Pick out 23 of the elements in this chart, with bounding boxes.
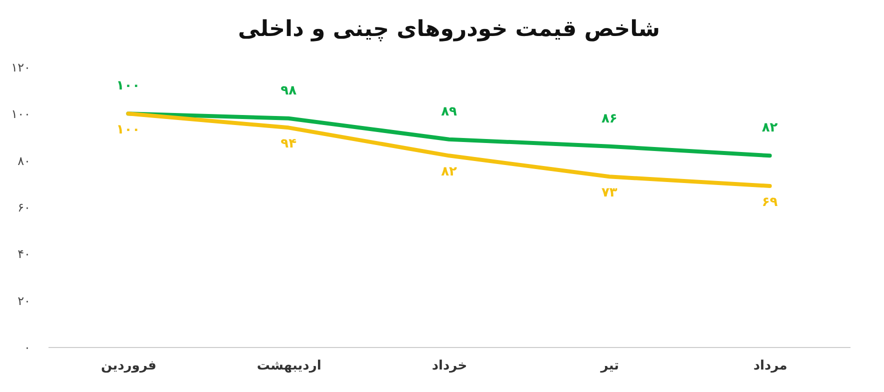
y-tick-label: ۱۰۰ xyxy=(11,107,30,122)
data-label: ۸۲ xyxy=(441,164,457,180)
y-tick-label: ۸۰ xyxy=(18,154,30,168)
y-tick-label: ۲۰ xyxy=(18,294,30,308)
x-tick-label: فروردین xyxy=(100,358,156,374)
data-label: ۹۴ xyxy=(280,136,297,152)
data-label: ۷۳ xyxy=(601,186,618,201)
data-label: ۸۲ xyxy=(762,120,778,136)
x-tick-label: خرداد xyxy=(432,358,468,374)
x-tick-label: مرداد xyxy=(753,358,788,374)
y-tick-label: ۰ xyxy=(24,340,30,354)
x-tick-label: تیر xyxy=(600,358,620,374)
data-label: ۶۹ xyxy=(762,195,778,210)
x-tick-label: اردیبهشت xyxy=(256,358,322,374)
data-label: ۸۹ xyxy=(441,104,457,120)
y-tick-label: ۱۲۰ xyxy=(11,60,30,74)
y-tick-label: ۴۰ xyxy=(18,247,30,262)
data-label: ۱۰۰ xyxy=(116,78,140,94)
data-label: ۹۸ xyxy=(280,83,297,98)
y-tick-label: ۶۰ xyxy=(18,200,30,214)
data-label: ۱۰۰ xyxy=(116,122,140,138)
data-label: ۸۶ xyxy=(601,111,618,126)
chart-title: شاخص قیمت خودروهای چینی و داخلی xyxy=(238,17,660,42)
